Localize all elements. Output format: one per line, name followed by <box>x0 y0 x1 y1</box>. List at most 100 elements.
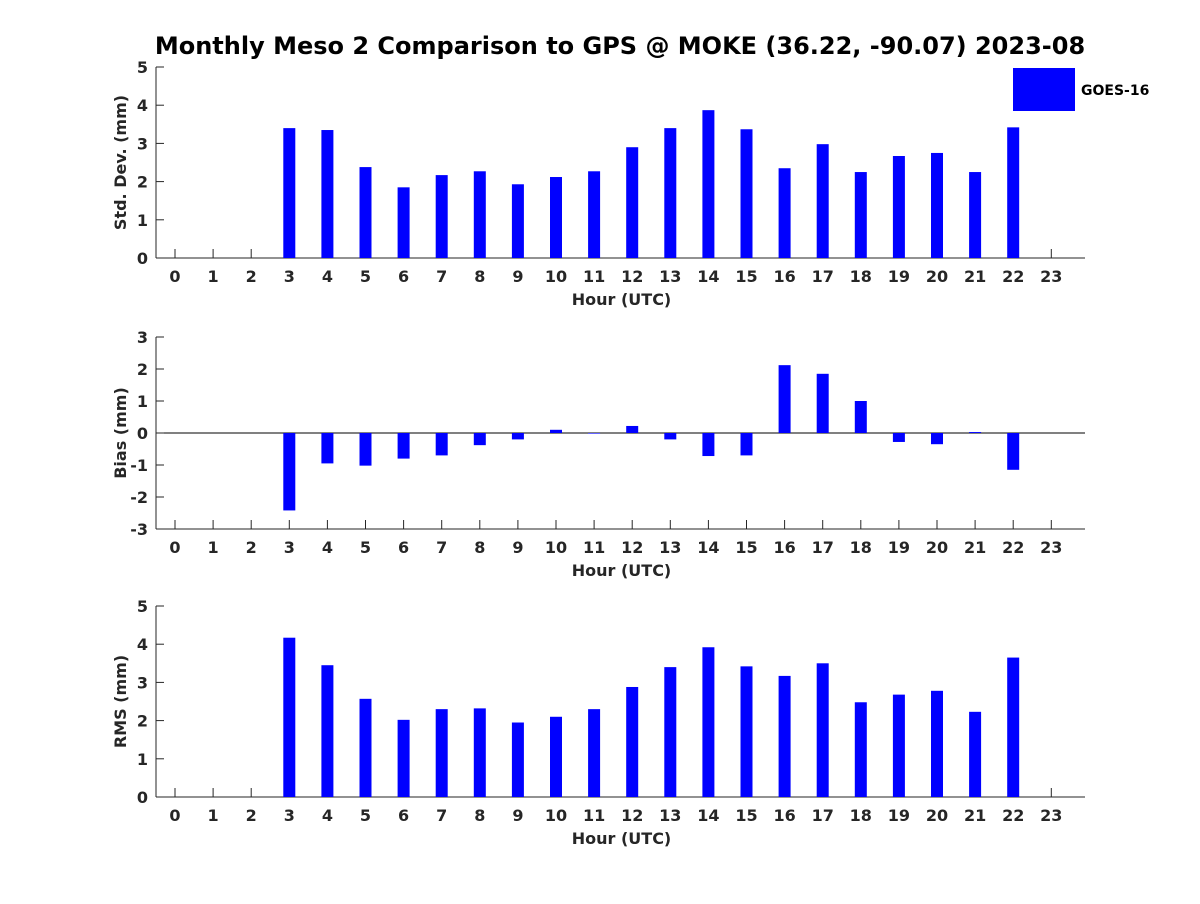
x-tick-label: 17 <box>812 267 834 286</box>
x-tick-label: 15 <box>735 538 757 557</box>
bar-hour-9 <box>511 433 524 440</box>
x-tick-label: 13 <box>659 538 681 557</box>
bar-hour-13 <box>664 128 677 258</box>
bar-hour-21 <box>969 711 982 797</box>
bar-hour-14 <box>702 647 715 797</box>
bar-hour-9 <box>511 184 524 258</box>
x-tick-label: 1 <box>208 806 219 825</box>
x-tick-label: 10 <box>545 267 567 286</box>
bar-hour-15 <box>740 433 753 456</box>
bar-hour-5 <box>359 167 372 258</box>
x-tick-label: 8 <box>474 806 485 825</box>
x-tick-label: 14 <box>697 806 719 825</box>
bar-hour-3 <box>283 637 296 797</box>
x-axis-label: Hour (UTC) <box>572 561 672 580</box>
y-tick-label: 5 <box>137 58 148 77</box>
y-tick-label: 2 <box>137 173 148 192</box>
x-tick-label: 5 <box>360 806 371 825</box>
bar-hour-16 <box>778 365 791 433</box>
x-tick-label: 12 <box>621 267 643 286</box>
y-tick-label: 0 <box>137 788 148 807</box>
x-tick-label: 19 <box>888 538 910 557</box>
x-tick-label: 11 <box>583 538 605 557</box>
bar-hour-3 <box>283 433 296 511</box>
x-tick-label: 0 <box>169 267 180 286</box>
bar-hour-22 <box>1007 433 1020 470</box>
x-tick-label: 20 <box>926 267 948 286</box>
y-tick-label: 3 <box>137 673 148 692</box>
bar-hour-7 <box>435 433 448 456</box>
y-tick-label: 4 <box>137 96 148 115</box>
x-tick-label: 7 <box>436 538 447 557</box>
bar-hour-19 <box>892 433 905 442</box>
y-tick-label: -1 <box>130 456 148 475</box>
chart-title: Monthly Meso 2 Comparison to GPS @ MOKE … <box>155 32 1085 60</box>
bar-hour-9 <box>511 722 524 797</box>
x-tick-label: 20 <box>926 538 948 557</box>
x-tick-label: 1 <box>208 267 219 286</box>
y-axis-label: RMS (mm) <box>111 655 130 748</box>
bar-hour-10 <box>550 716 562 797</box>
x-tick-label: 2 <box>246 538 257 557</box>
x-tick-label: 3 <box>284 267 295 286</box>
x-tick-label: 11 <box>583 806 605 825</box>
x-tick-label: 17 <box>812 538 834 557</box>
bar-hour-17 <box>816 373 829 433</box>
x-tick-label: 18 <box>850 806 872 825</box>
bar-hour-11 <box>588 171 601 258</box>
bar-hour-22 <box>1007 127 1020 258</box>
x-tick-label: 8 <box>474 267 485 286</box>
bar-hour-8 <box>473 708 486 797</box>
bar-hour-5 <box>359 698 372 797</box>
bar-hour-6 <box>397 433 410 459</box>
bar-hour-21 <box>969 172 982 258</box>
x-tick-label: 5 <box>360 267 371 286</box>
legend-label: GOES-16 <box>1081 83 1149 99</box>
y-axis-label: Bias (mm) <box>111 387 130 479</box>
bar-hour-20 <box>931 433 943 445</box>
x-tick-label: 18 <box>850 538 872 557</box>
bar-hour-20 <box>931 152 943 258</box>
bar-hour-12 <box>626 686 639 797</box>
x-tick-label: 2 <box>246 806 257 825</box>
y-tick-label: 1 <box>137 750 148 769</box>
bar-hour-10 <box>550 177 562 258</box>
y-axis-label: Std. Dev. (mm) <box>111 95 130 230</box>
y-tick-label: 3 <box>137 134 148 153</box>
x-tick-label: 10 <box>545 806 567 825</box>
x-tick-label: 20 <box>926 806 948 825</box>
bar-hour-16 <box>778 168 791 258</box>
bar-hour-11 <box>588 709 601 797</box>
x-tick-label: 9 <box>512 806 523 825</box>
x-tick-label: 11 <box>583 267 605 286</box>
x-tick-label: 9 <box>512 538 523 557</box>
x-tick-label: 22 <box>1002 267 1024 286</box>
x-tick-label: 8 <box>474 538 485 557</box>
x-tick-label: 10 <box>545 538 567 557</box>
bar-hour-4 <box>321 665 334 797</box>
x-tick-label: 4 <box>322 267 333 286</box>
y-tick-label: -2 <box>130 488 148 507</box>
bar-hour-6 <box>397 719 410 797</box>
y-tick-label: 1 <box>137 211 148 230</box>
bar-hour-8 <box>473 171 486 258</box>
x-tick-label: 21 <box>964 806 986 825</box>
x-tick-label: 14 <box>697 538 719 557</box>
bar-hour-4 <box>321 130 334 258</box>
x-tick-label: 18 <box>850 267 872 286</box>
y-tick-label: 2 <box>137 360 148 379</box>
x-tick-label: 23 <box>1040 267 1062 286</box>
bar-hour-8 <box>473 433 486 446</box>
legend-swatch <box>1013 68 1075 111</box>
x-axis-label: Hour (UTC) <box>572 829 672 848</box>
x-tick-label: 6 <box>398 806 409 825</box>
x-tick-label: 16 <box>773 806 795 825</box>
bar-hour-19 <box>892 694 905 797</box>
y-tick-label: 0 <box>137 424 148 443</box>
bar-hour-20 <box>931 690 943 797</box>
bar-hour-5 <box>359 433 372 466</box>
bar-hour-12 <box>626 425 639 433</box>
x-tick-label: 19 <box>888 806 910 825</box>
